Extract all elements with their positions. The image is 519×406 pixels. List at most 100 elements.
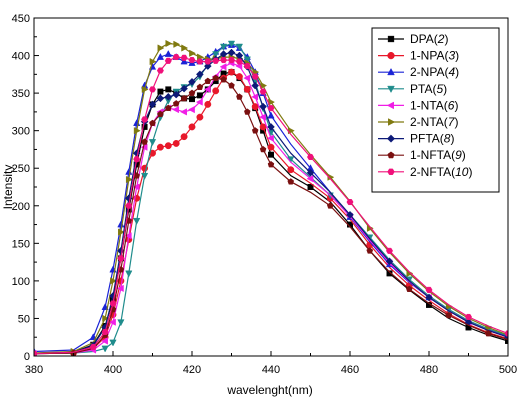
data-point (267, 105, 275, 112)
data-point (189, 49, 197, 57)
data-point (196, 92, 203, 99)
data-point (180, 54, 188, 61)
legend-marker (387, 168, 395, 175)
data-point (133, 156, 141, 163)
legend: DPA(2) 1-NPA(3) 2-NPA(4) PTA(5) 1-NTA(6) 2-NT… (371, 27, 500, 193)
data-point (251, 127, 259, 134)
legend-item-1-npa: 1-NPA(3) (378, 49, 459, 63)
data-point (172, 54, 180, 61)
data-point (141, 138, 148, 145)
data-point (326, 202, 334, 209)
y-tick-label: 50 (18, 313, 30, 325)
data-point (307, 153, 314, 160)
data-point (251, 103, 259, 111)
data-point (172, 100, 180, 107)
data-point (196, 58, 204, 65)
legend-item-pfta: PFTA(8) (378, 132, 454, 146)
data-point (196, 70, 204, 79)
data-point (425, 286, 433, 293)
data-point (117, 319, 125, 327)
legend-item-2-npa: 2-NPA(4) (378, 65, 459, 79)
data-point (124, 194, 133, 203)
y-tick-label: 400 (12, 51, 30, 63)
data-point (165, 39, 173, 48)
data-point (243, 56, 251, 64)
y-tick-label: 100 (12, 276, 30, 288)
y-tick-label: 250 (12, 163, 30, 175)
data-point (196, 83, 204, 90)
data-point (180, 108, 187, 116)
data-point (266, 134, 274, 142)
y-tick-label: 350 (12, 88, 30, 100)
data-point (465, 313, 472, 320)
legend-item-1-nfta: 1-NFTA(9) (378, 148, 466, 162)
data-point (366, 247, 374, 254)
x-tick-label: 380 (25, 364, 43, 376)
data-point (124, 232, 132, 240)
data-point (195, 98, 203, 106)
data-point (180, 94, 188, 102)
data-point (34, 350, 38, 356)
data-point (173, 40, 181, 48)
data-point (157, 44, 165, 52)
data-point (445, 311, 453, 319)
data-point (504, 330, 508, 337)
data-point (148, 100, 157, 109)
data-point (228, 57, 235, 64)
data-point (141, 116, 149, 123)
data-point (346, 199, 354, 206)
y-axis: 0 50 100 150 200 250 300 350 400 450 (12, 13, 39, 363)
data-point (149, 86, 156, 93)
data-point (189, 96, 195, 103)
data-point (125, 175, 133, 184)
data-point (172, 139, 180, 147)
data-point (188, 123, 196, 131)
data-point (259, 102, 267, 111)
data-point (307, 184, 314, 190)
data-point (164, 57, 172, 64)
legend-marker (386, 101, 394, 110)
x-tick-label: 480 (420, 364, 438, 376)
data-point (118, 228, 125, 236)
legend-label: 1-NTA(6) (410, 98, 458, 112)
legend-marker (387, 35, 395, 43)
x-tick-label: 420 (183, 364, 201, 376)
y-tick-label: 0 (24, 351, 30, 363)
data-point (484, 329, 492, 337)
data-point (156, 94, 165, 103)
data-point (101, 328, 109, 335)
data-point (220, 57, 228, 64)
data-point (287, 166, 295, 174)
data-point (133, 127, 141, 135)
data-point (157, 110, 164, 117)
data-point (287, 178, 295, 185)
data-point (235, 43, 244, 51)
series-1-nfta (34, 74, 508, 356)
data-point (164, 92, 173, 101)
data-point (141, 85, 149, 94)
legend-item-pta: PTA(5) (378, 82, 447, 96)
data-point (102, 314, 110, 323)
legend-marker (388, 118, 396, 126)
data-point (220, 76, 227, 83)
data-point (386, 270, 393, 277)
data-point (385, 257, 394, 266)
legend-marker (386, 134, 396, 143)
x-axis: 380 400 420 440 460 480 500 (25, 351, 517, 376)
data-point (425, 293, 433, 302)
data-point (243, 85, 251, 93)
data-point (259, 145, 267, 153)
data-point (243, 74, 251, 82)
data-point (125, 202, 133, 209)
data-point (219, 43, 228, 51)
x-tick-label: 440 (262, 364, 280, 376)
data-point (148, 139, 157, 147)
data-point (212, 51, 220, 59)
data-point (109, 339, 117, 347)
x-axis-title: wavelenght(nm) (226, 383, 312, 397)
x-tick-label: 400 (104, 364, 122, 376)
data-point (101, 337, 108, 345)
data-point (133, 217, 141, 225)
data-point (89, 343, 97, 351)
data-point (267, 160, 275, 168)
